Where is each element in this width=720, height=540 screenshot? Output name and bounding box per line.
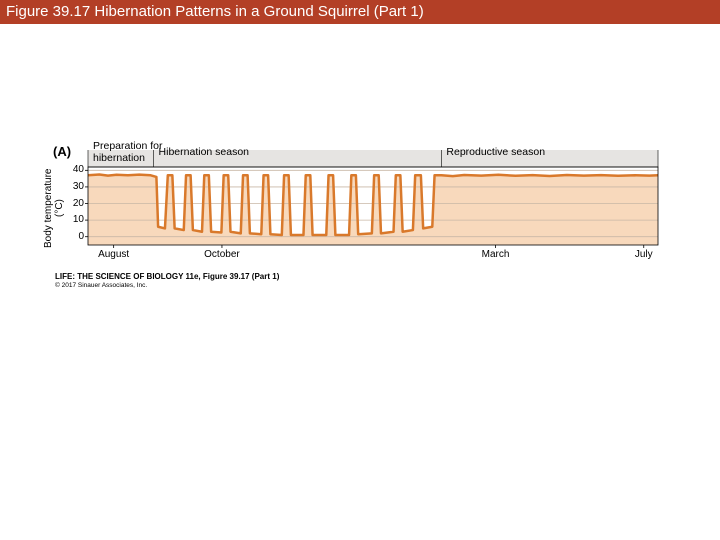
x-tick-label: July — [614, 249, 674, 260]
x-tick-label: October — [192, 249, 252, 260]
copyright-line: © 2017 Sinauer Associates, Inc. — [55, 282, 147, 289]
phase-label: Reproductive season — [446, 147, 545, 159]
figure-title: Figure 39.17 Hibernation Patterns in a G… — [6, 3, 424, 20]
x-tick-label: August — [84, 249, 144, 260]
phase-label: Preparation forhibernation — [93, 141, 162, 164]
phase-label: Hibernation season — [159, 147, 249, 159]
x-tick-label: March — [466, 249, 526, 260]
chart-plot — [55, 150, 664, 251]
slide-root: { "title_bar": { "text": "Figure 39.17 H… — [0, 0, 720, 540]
figure-caption: LIFE: THE SCIENCE OF BIOLOGY 11e, Figure… — [55, 272, 279, 281]
